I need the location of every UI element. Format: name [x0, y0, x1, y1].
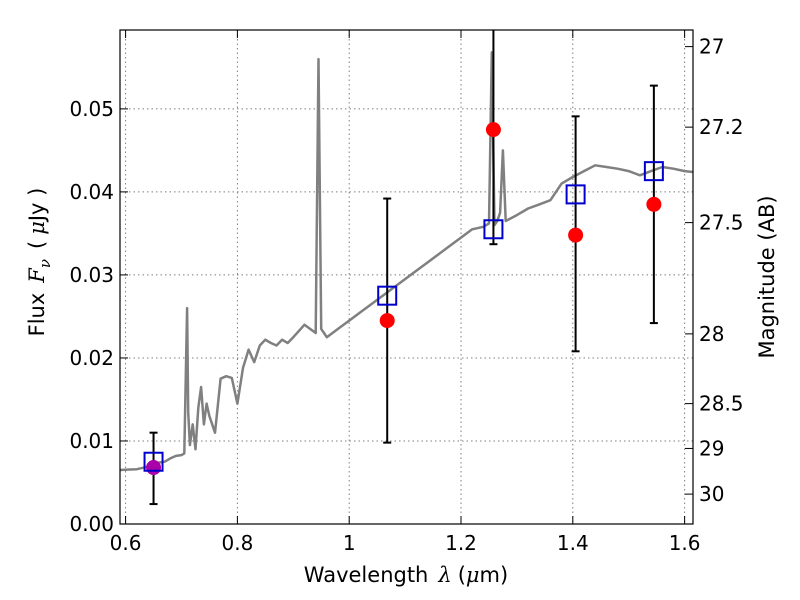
- observed-point: [568, 227, 584, 243]
- y2-tick-label: 29: [699, 436, 724, 460]
- model-square: [565, 184, 586, 205]
- y-tick-label: 0.02: [69, 346, 114, 370]
- y-axis-label-symbol: F: [25, 267, 49, 284]
- plot-area: [120, 30, 693, 506]
- x-axis-label-mu: μ: [466, 563, 480, 587]
- model-square: [643, 161, 664, 182]
- y-axis-label-unit-open: (: [25, 241, 49, 249]
- y2-axis-label: Magnitude (AB): [755, 195, 779, 358]
- y-tick-label: 0.00: [69, 512, 114, 536]
- x-tick-label: 0.8: [221, 531, 253, 555]
- y-axis-label-subscript: ν: [36, 259, 54, 268]
- y-axis-label-prefix: Flux: [25, 293, 49, 337]
- model-square: [143, 451, 164, 472]
- axis-ticks: 0.6 0.8 1 1.2 1.4 1.6 0.00 0.01 0.02 0.03 0.04 0.05…: [69, 30, 744, 555]
- y-tick-label: 0.03: [69, 263, 114, 287]
- x-axis-label-lambda: λ: [437, 563, 451, 587]
- y-axis-label-unit: Jy ): [25, 188, 49, 224]
- x-tick-label: 1.2: [445, 531, 477, 555]
- y2-tick-label: 28.5: [699, 392, 744, 416]
- y-tick-label: 0.01: [69, 429, 114, 453]
- y2-tick-label: 27.2: [699, 115, 744, 139]
- y2-tick-label: 30: [699, 482, 724, 506]
- y-tick-label: 0.04: [69, 180, 114, 204]
- observed-point: [379, 313, 395, 329]
- y2-tick-label: 27: [699, 35, 724, 59]
- y-axis-label-mu: μ: [25, 221, 49, 235]
- y2-tick-label: 27.5: [699, 211, 744, 235]
- y-axis-label: Flux Fν ( μJy ): [25, 188, 54, 337]
- spectrum-line: [120, 51, 693, 472]
- y-tick-label: 0.05: [69, 97, 114, 121]
- model-square: [483, 219, 504, 240]
- x-axis-label-unit: m): [480, 563, 509, 587]
- x-tick-label: 1: [343, 531, 356, 555]
- x-axis-label: Wavelength λ (μm): [304, 563, 508, 587]
- x-axis-label-prefix: Wavelength: [304, 563, 429, 587]
- x-tick-label: 0.6: [110, 531, 142, 555]
- x-tick-label: 1.6: [669, 531, 701, 555]
- observed-point: [646, 196, 662, 212]
- observed-point: [485, 122, 501, 138]
- observed-point: [146, 460, 162, 476]
- x-tick-label: 1.4: [557, 531, 589, 555]
- y2-tick-label: 28: [699, 322, 724, 346]
- plot-frame: [119, 29, 694, 525]
- model-square: [377, 285, 398, 306]
- x-axis-label-unit-open: (: [458, 563, 466, 587]
